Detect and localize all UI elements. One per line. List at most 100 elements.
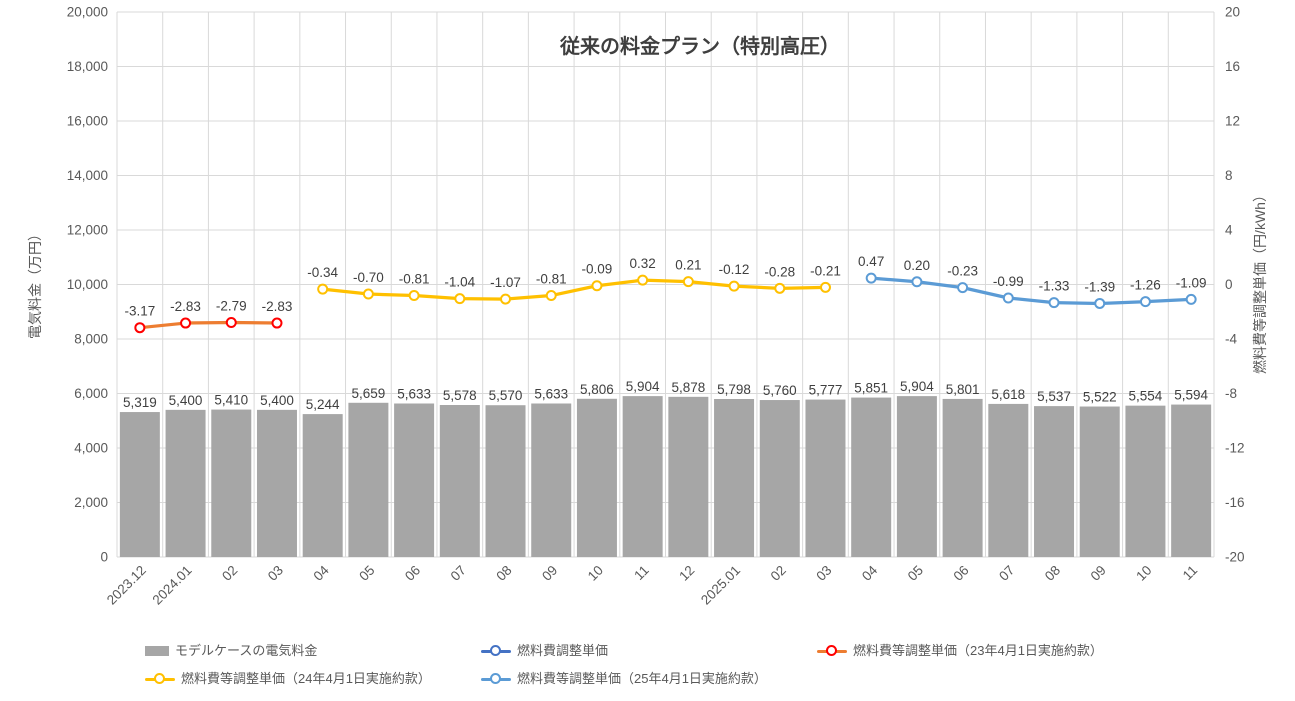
series-marker: [1139, 296, 1151, 308]
series-marker: [728, 280, 740, 292]
bar: [714, 399, 755, 557]
series-marker: [637, 274, 649, 286]
bar: [668, 396, 709, 557]
right-axis-tick: 20: [1225, 5, 1240, 20]
bar-label: 5,400: [260, 393, 294, 408]
line-label: -1.04: [444, 275, 475, 290]
bar: [165, 409, 206, 557]
bar: [485, 405, 526, 557]
legend-label: 燃料費等調整単価（23年4月1日実施約款）: [853, 643, 1103, 658]
legend-line-marker-icon: [145, 673, 175, 685]
bar: [942, 398, 983, 557]
bar: [805, 399, 846, 557]
bar-label: 5,633: [397, 387, 431, 402]
bar-label: 5,319: [123, 395, 157, 410]
series-marker: [591, 280, 603, 292]
bar-label: 5,618: [991, 387, 1025, 402]
legend-label: 燃料費調整単価: [517, 643, 609, 658]
bar-label: 5,878: [671, 380, 705, 395]
series-marker: [682, 276, 694, 288]
right-axis-tick: 0: [1225, 277, 1233, 292]
bar-label: 5,570: [489, 388, 523, 403]
series-marker: [408, 290, 420, 302]
bar: [851, 397, 892, 557]
x-axis-tick: 06: [402, 563, 423, 584]
x-axis-tick: 10: [1133, 563, 1154, 584]
x-axis-tick: 07: [996, 563, 1017, 584]
x-axis-tick: 03: [813, 563, 834, 584]
bar-label: 5,904: [900, 379, 934, 394]
legend-item: 燃料費等調整単価（23年4月1日実施約款）: [817, 641, 1103, 661]
bar: [1079, 406, 1120, 557]
series-marker: [911, 276, 923, 288]
line-label: 0.20: [904, 258, 930, 273]
bar-label: 5,554: [1129, 389, 1163, 404]
line-label: -2.79: [216, 299, 247, 314]
bar: [988, 403, 1029, 557]
x-axis-tick: 02: [768, 563, 789, 584]
series-marker: [957, 282, 969, 294]
bar: [348, 402, 389, 557]
right-axis-tick: -16: [1225, 495, 1245, 510]
right-axis-tick: -12: [1225, 441, 1245, 456]
line-label: -0.70: [353, 270, 384, 285]
x-axis-tick: 04: [859, 562, 881, 584]
bar-label: 5,760: [763, 383, 797, 398]
legend-row: 燃料費等調整単価（24年4月1日実施約款） 燃料費等調整単価（25年4月1日実施約…: [0, 669, 1295, 689]
series-marker: [225, 317, 237, 329]
right-axis-tick: -8: [1225, 386, 1237, 401]
left-axis-tick: 4,000: [74, 441, 108, 456]
x-axis-tick: 05: [905, 563, 926, 584]
series-marker: [819, 281, 831, 293]
bar-label: 5,801: [946, 382, 980, 397]
series-marker: [1048, 297, 1060, 309]
line-label: 0.32: [630, 256, 656, 271]
right-axis-tick: 4: [1225, 223, 1233, 238]
series-marker: [317, 283, 329, 295]
bar: [394, 403, 435, 557]
line-label: -0.81: [536, 272, 567, 287]
left-axis-tick: 12,000: [67, 223, 108, 238]
bar: [1171, 404, 1212, 557]
bar-label: 5,400: [169, 393, 203, 408]
left-axis-tick: 6,000: [74, 386, 108, 401]
bar: [896, 396, 937, 557]
legend-label: 燃料費等調整単価（24年4月1日実施約款）: [181, 671, 431, 686]
legend-line-marker-icon: [817, 645, 847, 657]
data-labels: 5,319 5,400 5,410 5,400 5,244 5,659 5,633 5,578…: [123, 254, 1209, 412]
x-axis-tick: 05: [356, 563, 377, 584]
line-label: -0.28: [764, 264, 795, 279]
right-axis-tick: -20: [1225, 550, 1245, 565]
line-label: -0.23: [947, 264, 978, 279]
line-label: -1.09: [1176, 275, 1207, 290]
bar-label: 5,633: [534, 387, 568, 402]
x-axis-tick: 10: [585, 563, 606, 584]
right-axis-tick: -4: [1225, 332, 1237, 347]
x-axis-tick: 03: [265, 563, 286, 584]
bar-label: 5,659: [351, 386, 385, 401]
bar-label: 5,578: [443, 388, 477, 403]
bar: [1125, 405, 1166, 557]
line-label: -1.26: [1130, 278, 1161, 293]
bars: [119, 396, 1212, 557]
x-axis-tick: 11: [1180, 563, 1201, 584]
bar: [119, 412, 160, 557]
x-axis-tick: 08: [1042, 563, 1063, 584]
left-axis-title: 電気料金（万円）: [27, 227, 43, 339]
line-label: -1.07: [490, 275, 521, 290]
bar: [576, 398, 617, 557]
lines: [134, 272, 1197, 334]
right-axis-tick: 12: [1225, 114, 1240, 129]
x-axis-tick: 2024.01: [150, 563, 195, 608]
series-line: [321, 278, 828, 301]
line-label: -0.21: [810, 263, 841, 278]
line-label: -0.09: [582, 262, 613, 277]
x-axis-tick: 2023.12: [104, 563, 149, 608]
chart-title: 従来の料金プラン（特別高圧）: [559, 34, 840, 58]
x-axis-tick: 02: [219, 563, 240, 584]
bar-label: 5,244: [306, 397, 340, 412]
x-axis-tick: 11: [631, 563, 652, 584]
series-marker: [1094, 297, 1106, 309]
bar-label: 5,537: [1037, 389, 1071, 404]
